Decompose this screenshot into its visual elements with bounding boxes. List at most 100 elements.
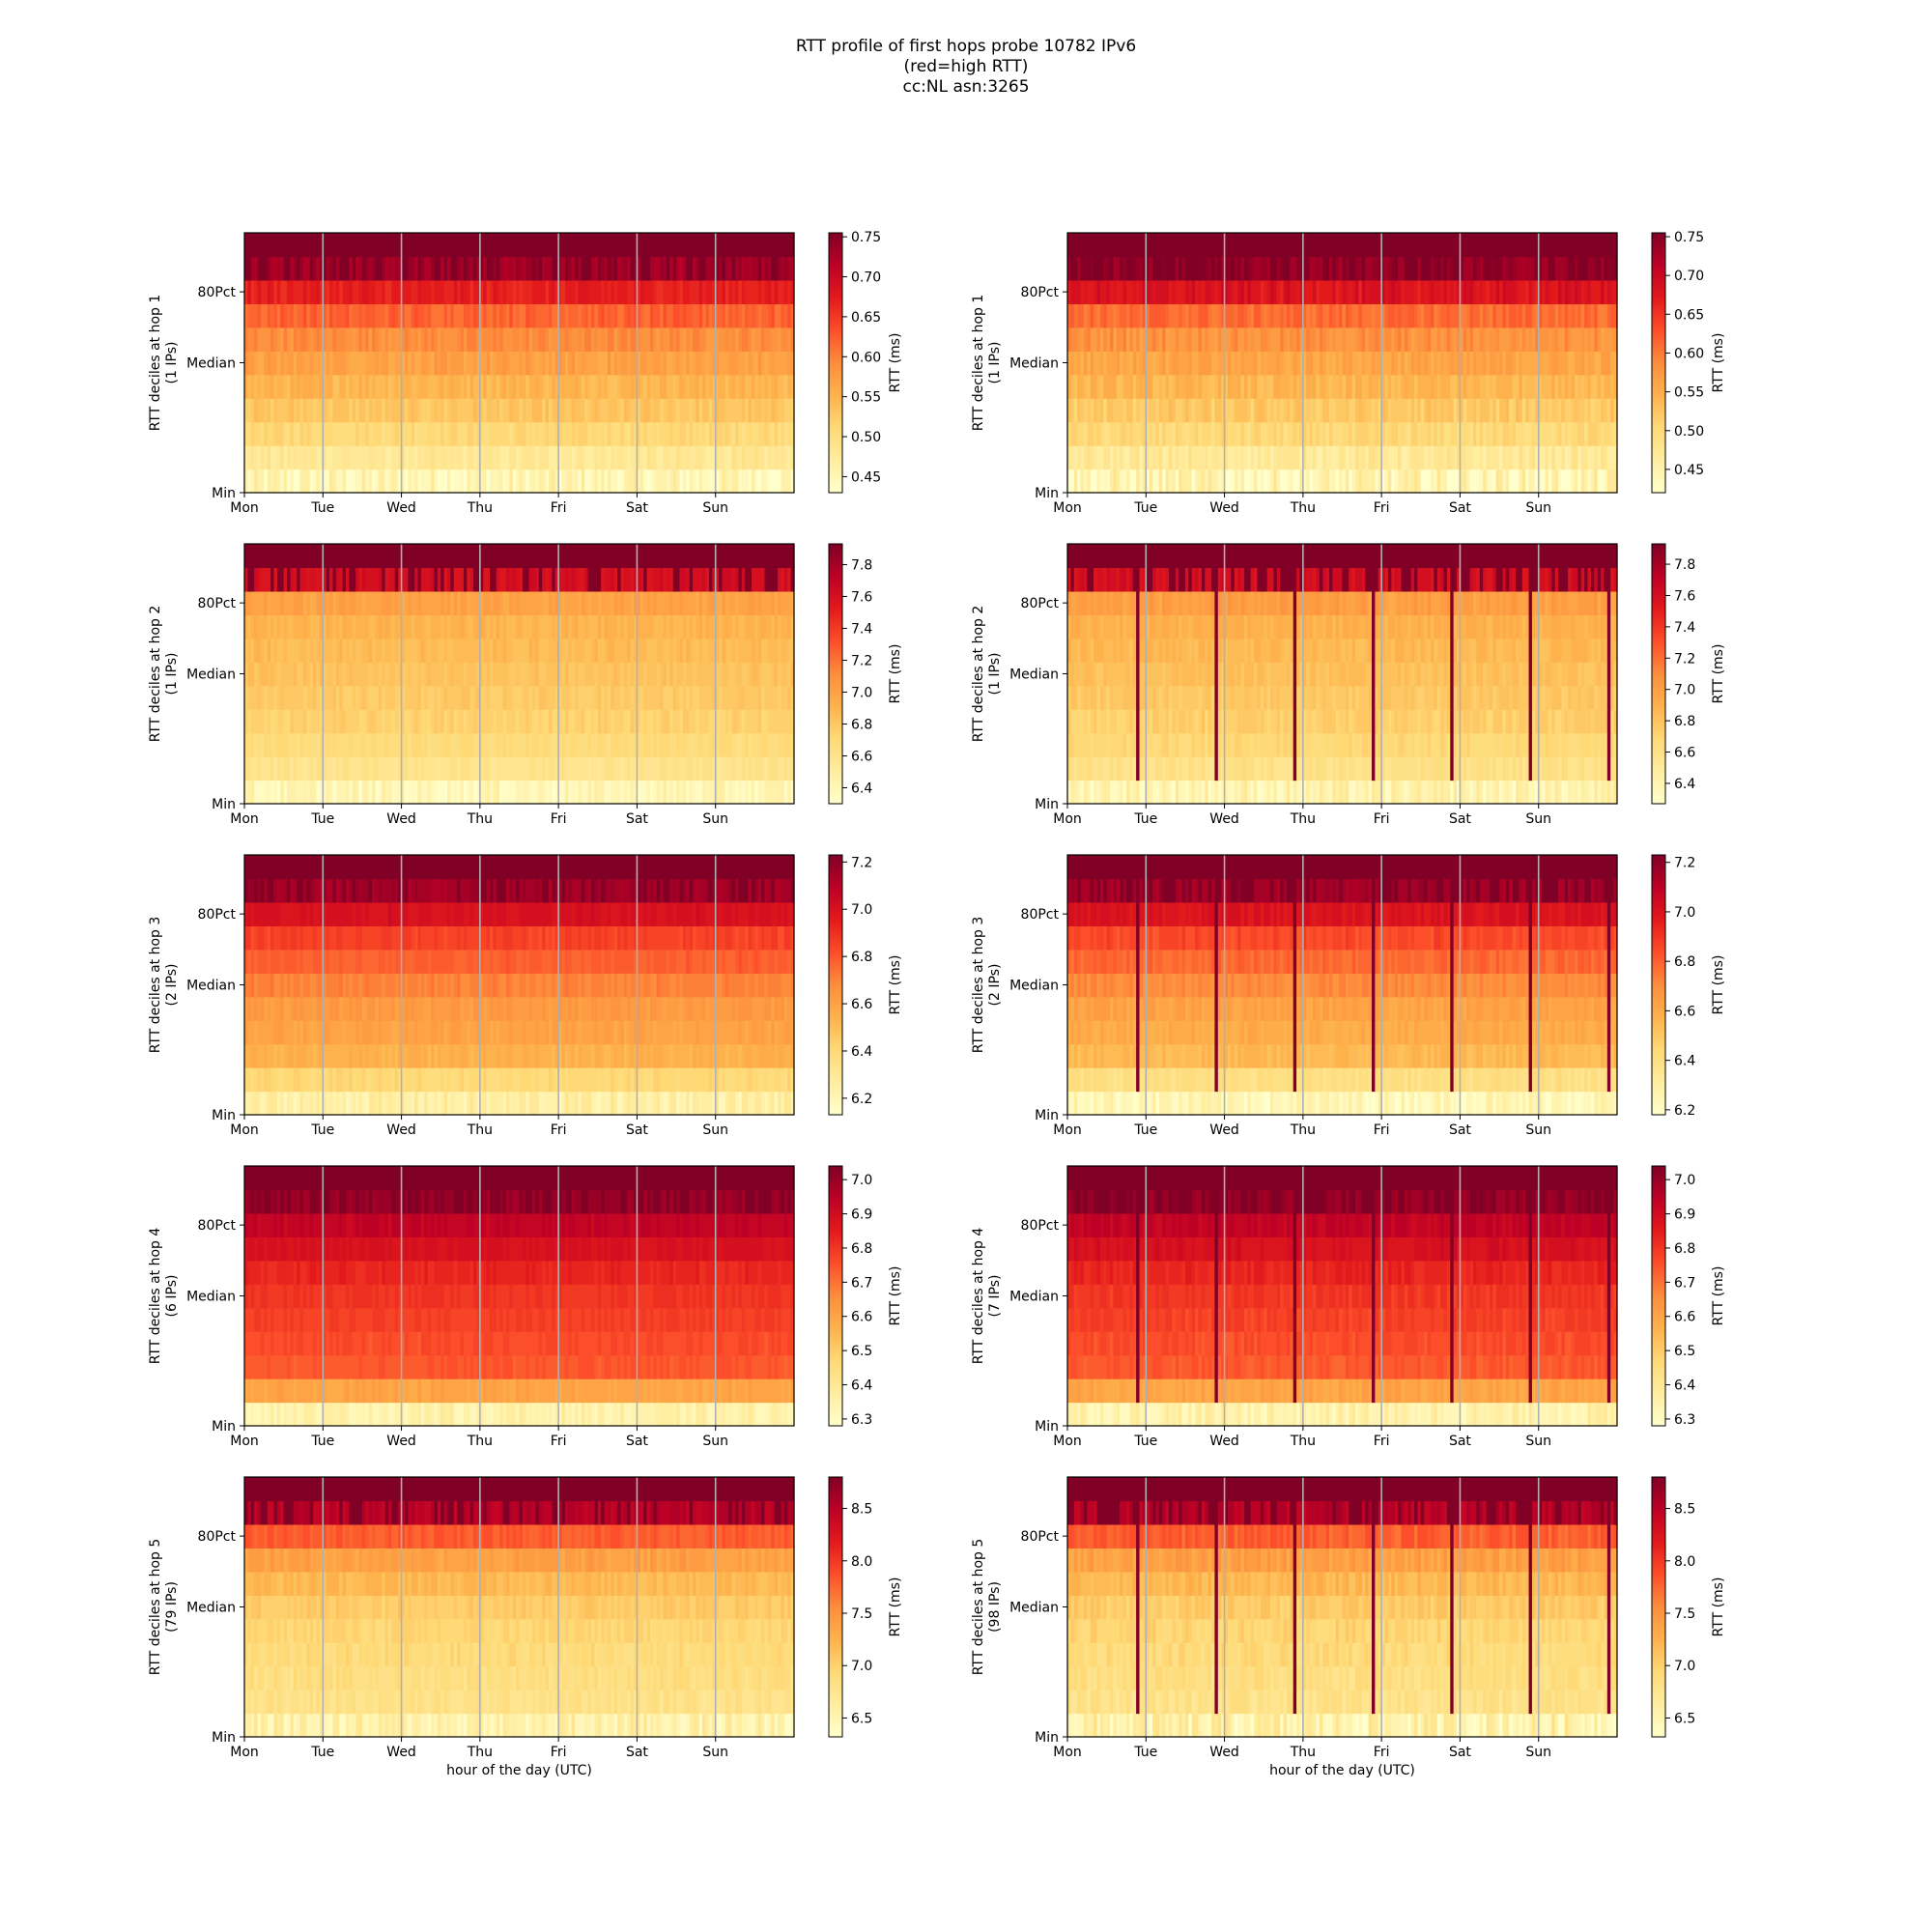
heatmap-cell-run: [1525, 445, 1530, 470]
heatmap-cell-run: [1224, 398, 1236, 423]
heatmap-cell-run: [1179, 567, 1186, 592]
heatmap-cell-run: [696, 421, 700, 446]
heatmap-cell-run: [1339, 256, 1344, 281]
colorbar-tick-label: 7.6: [851, 589, 872, 605]
heatmap-cell-run: [404, 685, 419, 710]
heatmap-cell-run: [1125, 469, 1130, 494]
heatmap-cell-run: [1184, 374, 1193, 399]
heatmap-cell-run: [1453, 685, 1458, 710]
heatmap-cell-run: [1188, 421, 1193, 446]
heatmap-cell-run: [1120, 469, 1124, 494]
heatmap-cell-run: [1427, 351, 1432, 376]
heatmap-cell-run: [1181, 614, 1189, 639]
heatmap-cell-run: [643, 662, 648, 687]
heatmap-cell-run: [1152, 327, 1157, 352]
heatmap-cell-run: [1404, 279, 1415, 304]
heatmap-cell-run: [264, 685, 269, 710]
heatmap-cell-run: [1407, 709, 1418, 734]
heatmap-cell-run: [1243, 374, 1248, 399]
heatmap-cell-run: [1606, 780, 1611, 805]
heatmap-cell-run: [1535, 709, 1549, 734]
heatmap-cell-run: [1316, 780, 1321, 805]
heatmap-cell-run: [1139, 445, 1144, 470]
heatmap-cell-run: [637, 303, 641, 328]
heatmap-cell-run: [450, 303, 455, 328]
heatmap-cell-run: [1316, 351, 1321, 376]
heatmap-cell-run: [244, 756, 252, 781]
heatmap-cell-run: [1446, 732, 1451, 757]
heatmap-cell-run: [1296, 567, 1301, 592]
heatmap-cell-run: [634, 685, 639, 710]
heatmap-cell-run: [361, 256, 366, 281]
heatmap-cell-run: [722, 614, 726, 639]
heatmap-cell-run: [1430, 614, 1435, 639]
heatmap-cell-run: [378, 780, 383, 805]
heatmap-cell-run: [781, 662, 788, 687]
heatmap-cell-run: [1509, 469, 1520, 494]
heatmap-cell-run: [1152, 469, 1160, 494]
heatmap-cell-run: [378, 1091, 383, 1116]
heatmap-cell-run: [751, 256, 759, 281]
heatmap-cell-run: [1466, 303, 1471, 328]
heatmap-cell-run: [1472, 709, 1481, 734]
heatmap-cell-run: [365, 732, 373, 757]
heatmap-cell-run: [1266, 662, 1271, 687]
heatmap-cell-run: [522, 780, 530, 805]
heatmap-cell-run: [663, 445, 670, 470]
heatmap-cell-run: [411, 374, 419, 399]
heatmap-cell-run: [1149, 445, 1153, 470]
heatmap-cell-run: [669, 638, 674, 663]
heatmap-cell-run: [653, 421, 658, 446]
heatmap-cell-run: [302, 303, 307, 328]
heatmap-cell-run: [326, 445, 334, 470]
heatmap-cell-run: [1391, 351, 1396, 376]
x-tick-label: Mon: [230, 500, 259, 516]
heatmap-cell-run: [1132, 638, 1137, 663]
heatmap-cell-run: [1499, 445, 1504, 470]
heatmap-cell-run: [476, 421, 481, 446]
heatmap-cell-run: [1227, 638, 1245, 663]
heatmap-cell-run: [1302, 256, 1307, 281]
heatmap-cell-run: [1410, 327, 1415, 352]
heatmap-cell-run: [1286, 709, 1294, 734]
heatmap-cell-run: [637, 327, 641, 352]
heatmap-cell-run: [623, 756, 628, 781]
heatmap-cell-run: [355, 421, 360, 446]
heatmap-cell-run: [1427, 614, 1432, 639]
heatmap-cell-run: [1296, 590, 1317, 615]
x-tick-label: Sat: [626, 811, 648, 827]
heatmap-cell-run: [1264, 590, 1268, 615]
heatmap-cell-run: [679, 780, 684, 805]
heatmap-cell-run: [686, 685, 691, 710]
heatmap-cell-run: [607, 638, 615, 663]
heatmap-cell-run: [1463, 756, 1467, 781]
heatmap-cell-run: [424, 685, 429, 710]
heatmap-cell-run: [1401, 351, 1406, 376]
heatmap-cell-run: [1266, 685, 1271, 710]
x-tick-label: Wed: [386, 500, 416, 516]
heatmap-cell-run: [643, 685, 661, 710]
heatmap-cell-run: [1221, 756, 1226, 781]
heatmap-cell-run: [597, 398, 602, 423]
heatmap-cell-run: [1495, 638, 1504, 663]
heatmap-cell-run: [1440, 469, 1445, 494]
heatmap-cell-run: [1345, 303, 1350, 328]
heatmap-cell-run: [1276, 279, 1281, 304]
heatmap-cell-run: [676, 638, 681, 663]
heatmap-cell-run: [1463, 351, 1467, 376]
heatmap-cell-run: [1214, 780, 1219, 805]
heatmap-cell-run: [1509, 685, 1514, 710]
heatmap-cell-run: [443, 567, 448, 592]
heatmap-cell-run: [1525, 398, 1530, 423]
heatmap-cell-run: [1155, 685, 1160, 710]
heatmap-cell-run: [408, 256, 415, 281]
heatmap-cell-run: [287, 469, 292, 494]
heatmap-cell-run: [682, 374, 687, 399]
heatmap-cell-run: [1371, 662, 1376, 687]
heatmap-cell-run: [790, 256, 795, 281]
heatmap-cell-run: [607, 303, 611, 328]
heatmap-cell-run: [329, 614, 334, 639]
heatmap-cell-run: [260, 567, 271, 592]
heatmap-cell-run: [1221, 469, 1226, 494]
heatmap-cell-run: [1597, 469, 1605, 494]
